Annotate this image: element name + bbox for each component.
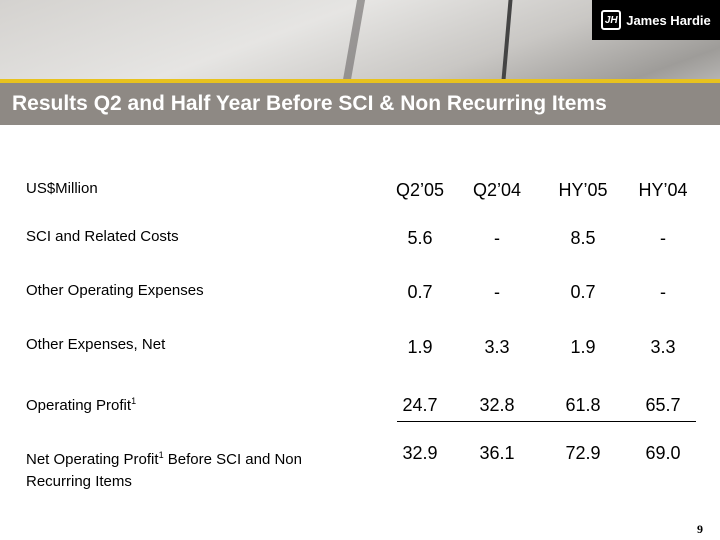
cell: - [494, 282, 500, 302]
cell: 69.0 [645, 443, 681, 463]
cell: 36.1 [479, 443, 515, 463]
column-header: HY’04 [638, 180, 688, 200]
footnote-marker: 1 [158, 450, 164, 460]
column-header: Q2’05 [395, 180, 445, 200]
cell: 32.9 [402, 443, 438, 463]
page-number: 9 [697, 522, 703, 536]
decorative-photo-line [342, 0, 366, 80]
cell: 1.9 [570, 337, 596, 357]
unit-label: US$Million [26, 180, 98, 197]
logo-mark-icon: JH [601, 10, 622, 30]
cell: - [494, 228, 500, 248]
cell: 1.9 [407, 337, 433, 357]
row-label: Operating Profit1 [26, 396, 136, 414]
footnote-marker: 1 [131, 396, 137, 406]
cell: 5.6 [407, 228, 433, 248]
cell: 65.7 [645, 395, 681, 415]
cell: 0.7 [570, 282, 596, 302]
total-rule [397, 421, 696, 422]
title-band [0, 83, 720, 125]
cell: 0.7 [407, 282, 433, 302]
row-label: Other Expenses, Net [26, 336, 166, 353]
james-hardie-logo: JH James Hardie [592, 0, 720, 40]
label-text: Net Operating Profit [26, 451, 159, 468]
cell: 8.5 [570, 228, 596, 248]
logo-text: James Hardie [626, 12, 711, 28]
label-text: Operating Profit [26, 397, 132, 414]
header-banner: Results Q2 and Half Year Before SCI & No… [0, 0, 720, 125]
cell: 72.9 [565, 443, 601, 463]
row-label: SCI and Related Costs [26, 228, 179, 245]
decorative-photo-line [501, 0, 513, 80]
cell: 32.8 [479, 395, 515, 415]
yellow-divider [0, 79, 720, 83]
cell: - [660, 282, 666, 302]
label-text: Before SCI and Non Recurring Items [26, 451, 302, 490]
cell: 61.8 [565, 395, 601, 415]
cell: 3.3 [650, 337, 676, 357]
column-header: Q2’04 [472, 180, 522, 200]
row-label: Net Operating Profit1 Before SCI and Non… [26, 444, 366, 493]
slide-title: Results Q2 and Half Year Before SCI & No… [12, 92, 607, 115]
column-header: HY’05 [558, 180, 608, 200]
cell: 3.3 [484, 337, 510, 357]
cell: 24.7 [402, 395, 438, 415]
row-label: Other Operating Expenses [26, 282, 204, 299]
cell: - [660, 228, 666, 248]
